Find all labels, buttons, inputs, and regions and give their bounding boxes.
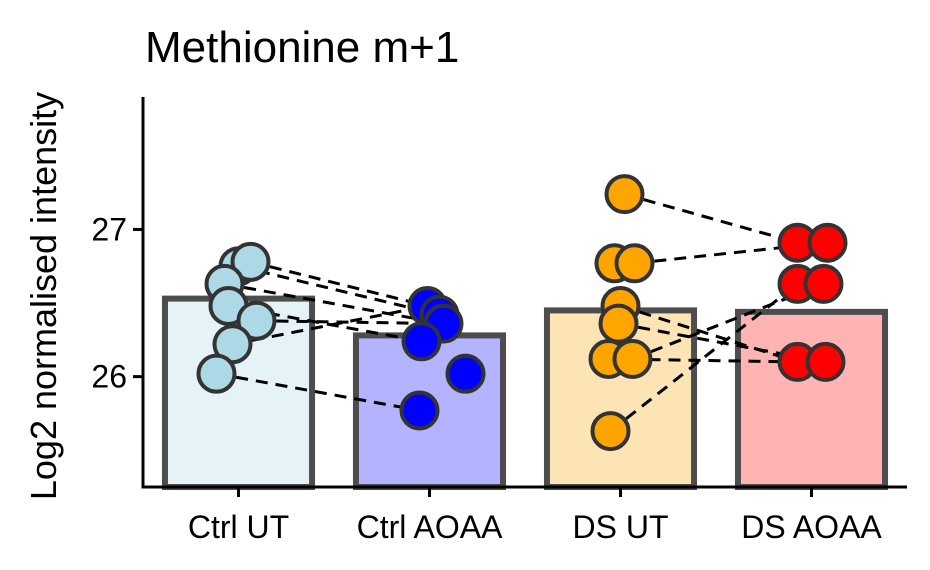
x-tick-label-ds-aoaa: DS AOAA [741, 509, 882, 545]
y-axis-label: Log2 normalised intensity [23, 92, 64, 500]
pair-line-4 [256, 319, 444, 326]
point-ctrl-ut-1 [230, 241, 271, 282]
point-ds-ut-6 [612, 338, 653, 379]
point-ds-ut-0 [604, 174, 645, 215]
point-ds-aoaa-3 [803, 263, 844, 304]
point-ctrl-ut-4 [236, 300, 277, 341]
x-tick-label-ds-ut: DS UT [573, 509, 669, 545]
point-ds-ut-4 [598, 303, 639, 344]
pair-line-2 [224, 282, 444, 326]
point-ctrl-aoaa-5 [399, 390, 440, 431]
pair-line-1 [238, 264, 440, 317]
point-ctrl-ut-6 [196, 353, 237, 394]
x-tick-label-ctrl-ut: Ctrl UT [188, 509, 289, 545]
x-ticks-layer: Ctrl UT Ctrl AOAA DS UT DS AOAA [188, 487, 882, 545]
chart-title: Methionine m+1 [145, 23, 459, 72]
points-layer [196, 174, 848, 452]
point-ctrl-aoaa-3 [401, 321, 442, 362]
bar-ds-aoaa [734, 308, 889, 490]
point-ds-ut-2 [614, 243, 655, 284]
pair-line-9 [620, 304, 798, 364]
point-ctrl-aoaa-4 [445, 353, 486, 394]
pair-line-0 [250, 260, 428, 308]
axes-layer [141, 97, 907, 489]
point-ds-aoaa-5 [805, 341, 846, 382]
y-tick-label-26: 26 [91, 359, 127, 395]
y-ticks-layer: 26 27 [91, 211, 143, 395]
point-ds-ut-7 [590, 411, 631, 452]
pair-line-5 [232, 304, 428, 346]
pair-line-6 [216, 372, 420, 412]
point-ds-aoaa-1 [807, 222, 848, 263]
pair-line-3 [228, 304, 422, 343]
pair-line-7 [624, 192, 798, 245]
y-tick-label-27: 27 [91, 211, 127, 247]
x-tick-label-ctrl-aoaa: Ctrl AOAA [357, 509, 503, 545]
